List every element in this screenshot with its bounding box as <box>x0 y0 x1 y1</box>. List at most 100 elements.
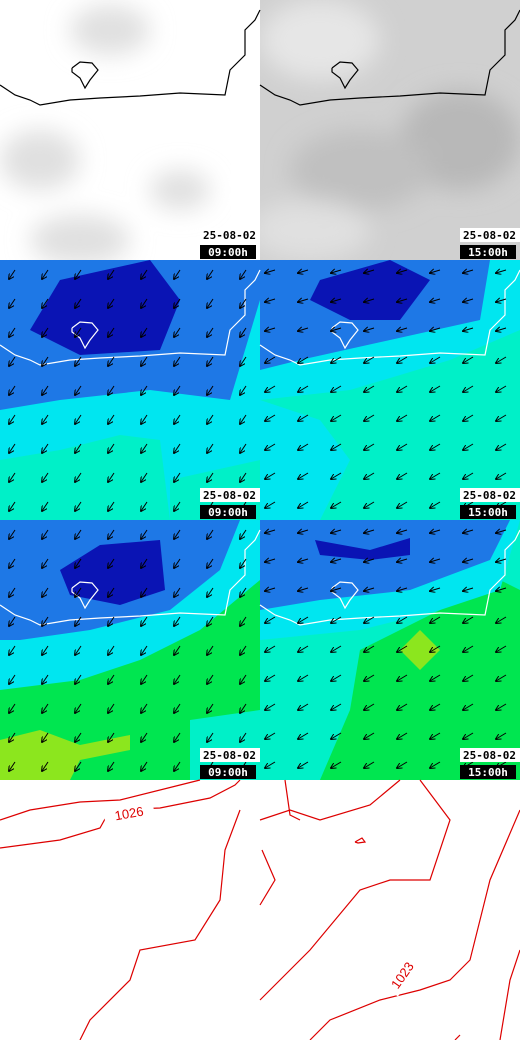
coast <box>0 9 261 106</box>
wind-arrow <box>9 443 16 453</box>
wind-arrow <box>298 501 309 508</box>
date-bg <box>200 488 260 502</box>
wind-arrow <box>397 645 408 652</box>
isobar-label: 1026 <box>114 804 145 824</box>
wind-arrow <box>108 587 115 597</box>
isobar <box>499 949 520 1040</box>
wind-arrow <box>331 443 342 450</box>
wind-arrow <box>42 414 49 424</box>
wind-arrow <box>265 328 276 331</box>
wind-arrow <box>298 356 309 363</box>
wind-arrow <box>42 269 49 279</box>
date-bg <box>200 228 260 242</box>
time-bg <box>460 505 516 519</box>
wind-arrow <box>496 588 507 591</box>
wind-arrow <box>496 328 507 331</box>
wind-arrow <box>331 645 342 652</box>
isobar <box>454 1034 461 1040</box>
wind-arrow <box>75 385 82 395</box>
wind-arrow <box>42 616 49 626</box>
wind-arrow <box>397 299 408 302</box>
wind-arrow <box>141 443 148 453</box>
wind-arrow <box>108 269 115 279</box>
wind-arrow <box>207 587 214 597</box>
wind-arrow <box>265 501 276 508</box>
wind-arrow <box>496 616 507 623</box>
island <box>331 61 359 90</box>
wind-arrow <box>430 270 441 273</box>
wind-arrow <box>75 761 82 771</box>
wind-arrow <box>463 299 474 302</box>
island <box>331 581 359 610</box>
coastline <box>259 9 520 106</box>
wind-arrow <box>331 299 342 302</box>
wind-arrow <box>298 414 309 421</box>
wind-arrow <box>298 472 309 479</box>
wind-arrow <box>364 270 375 273</box>
wind-arrow <box>496 356 507 363</box>
wind-arrow <box>298 328 309 331</box>
island <box>331 321 359 350</box>
wind-arrow <box>265 385 276 392</box>
wind-arrow <box>364 501 375 508</box>
wind-arrow <box>331 270 342 273</box>
wind-arrow <box>397 588 408 591</box>
wind-arrow <box>496 530 507 533</box>
time-bg <box>460 765 516 779</box>
isobar <box>284 779 301 821</box>
wind-arrow <box>265 616 276 623</box>
wind-arrow <box>141 356 148 366</box>
wind-arrow <box>298 385 309 392</box>
label-bg <box>383 953 421 997</box>
wind-arrow <box>430 703 441 710</box>
wind-arrow <box>108 529 115 539</box>
wind-arrow <box>42 385 49 395</box>
wind-arrow <box>496 385 507 392</box>
time-label: 09:00h <box>208 766 248 779</box>
wind-arrow <box>496 270 507 273</box>
wind-arrow <box>9 645 16 655</box>
wind-arrow <box>207 298 214 308</box>
wind-arrow <box>174 616 181 626</box>
wind-arrow <box>265 270 276 273</box>
wind-arrow <box>331 674 342 681</box>
wind-arrow <box>265 414 276 421</box>
wind-arrow <box>207 414 214 424</box>
wind-arrow <box>207 385 214 395</box>
wind-arrow <box>240 443 247 453</box>
wind-arrow <box>364 616 375 623</box>
coast <box>259 529 520 626</box>
wind-arrow <box>463 414 474 421</box>
wind-arrow <box>265 530 276 533</box>
wind-map-15 <box>260 260 520 520</box>
wind-arrow <box>174 356 181 366</box>
wind-arrow <box>496 299 507 302</box>
wind-arrow <box>496 645 507 652</box>
wind-arrow <box>397 414 408 421</box>
isobar <box>354 837 367 844</box>
wind-arrow <box>141 529 148 539</box>
wind-arrow <box>240 298 247 308</box>
wind-arrow <box>42 298 49 308</box>
wind-arrow <box>331 732 342 739</box>
time-labels: 25-08-02 09:00h 25-08-02 15:00h 25-08-02 09:0… <box>200 228 520 779</box>
wind-arrow <box>141 587 148 597</box>
wind-arrow <box>364 559 375 562</box>
wind-arrow <box>364 761 375 768</box>
wind-arrow <box>463 356 474 363</box>
wind-arrow <box>75 703 82 713</box>
wind-arrow <box>207 616 214 626</box>
wind-arrow <box>364 472 375 479</box>
wind-arrow <box>75 616 82 626</box>
wind-arrow <box>240 327 247 337</box>
wind-arrow <box>298 270 309 273</box>
wind-arrow <box>397 443 408 450</box>
wind-arrow <box>397 385 408 392</box>
wind-arrow <box>397 732 408 739</box>
wind-arrow <box>108 616 115 626</box>
wind-arrow <box>42 443 49 453</box>
wind-arrow <box>240 732 247 742</box>
time-label: 15:00h <box>468 506 508 519</box>
wind-arrow <box>75 414 82 424</box>
wind-arrow <box>174 269 181 279</box>
